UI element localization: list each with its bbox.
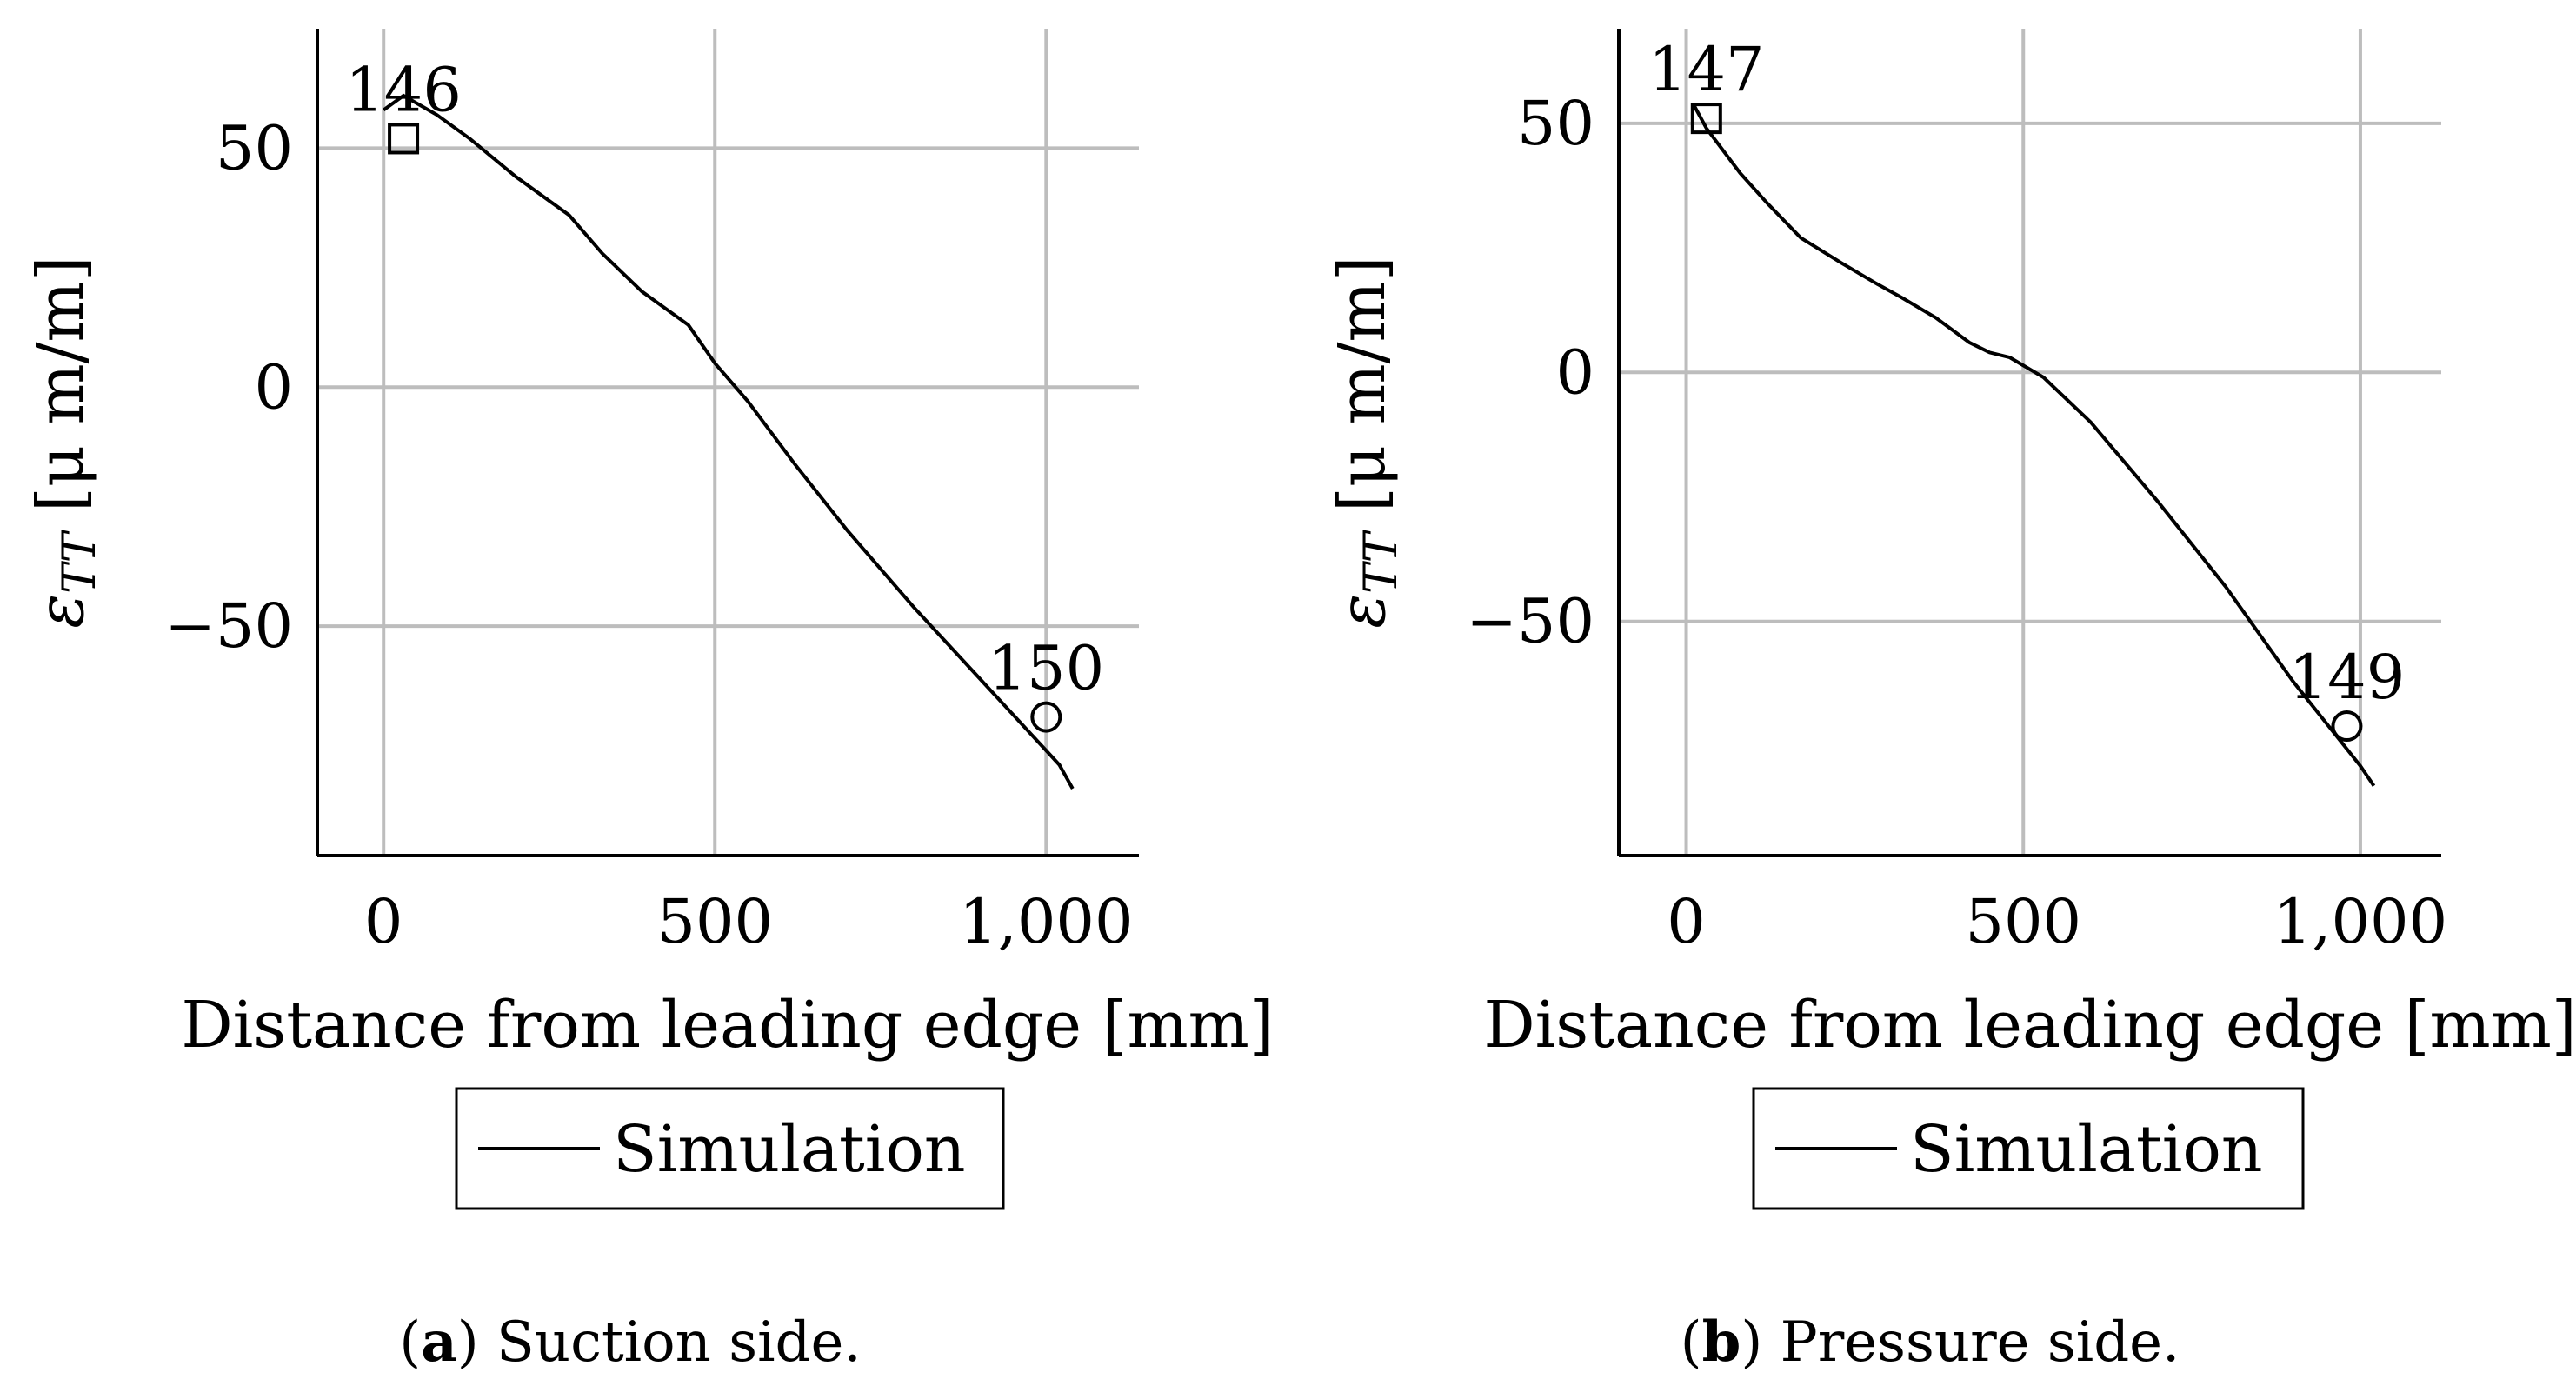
caption-paren-close: )	[457, 1310, 479, 1375]
x-tick-label: 0	[364, 886, 403, 957]
caption-paren-close: )	[1741, 1310, 1762, 1375]
y-axis-label-unit: [μ m/m]	[23, 256, 98, 532]
y-axis-label-symbol: ε	[23, 594, 98, 629]
legend-label: Simulation	[613, 1112, 966, 1187]
data-point-marker-square	[1690, 103, 1722, 135]
data-point-label: 149	[2289, 642, 2406, 713]
series-line-simulation	[1691, 102, 2376, 787]
x-tick-label: 500	[656, 886, 773, 957]
x-tick-label: 1,000	[959, 886, 1133, 957]
y-tick-label: −50	[1466, 586, 1594, 657]
caption-text: Suction side.	[479, 1310, 862, 1375]
x-axis-label: Distance from leading edge [mm]	[181, 988, 1274, 1063]
data-point-marker-circle	[2331, 710, 2363, 743]
y-axis-label: εTT [μ m/m]	[23, 256, 106, 628]
y-axis-label-symbol: ε	[1325, 594, 1400, 629]
y-tick-label: 0	[254, 351, 293, 423]
x-tick-label: 500	[1965, 886, 2081, 957]
data-point-marker-circle	[1030, 701, 1062, 733]
subfigure-caption: (b) Pressure side.	[1681, 1309, 2180, 1375]
x-tick-label: 1,000	[2273, 886, 2447, 957]
caption-paren-open: (	[399, 1310, 421, 1375]
y-axis-label-unit: [μ m/m]	[1325, 256, 1400, 532]
caption-letter: a	[421, 1309, 456, 1375]
y-axis-label: εTT [μ m/m]	[1325, 256, 1408, 628]
caption-text: Pressure side.	[1762, 1310, 2180, 1375]
y-tick-label: 0	[1555, 337, 1594, 408]
y-tick-label: −50	[164, 590, 293, 662]
series-line-simulation	[383, 93, 1075, 790]
chart-panel-b: 0 500 1,000 −50 0 50 Distance from leading edg…	[1325, 29, 2576, 1375]
y-tick-label: 50	[216, 112, 293, 183]
data-point-label: 147	[1648, 34, 1765, 105]
legend-label: Simulation	[1910, 1112, 2263, 1187]
data-point-label: 150	[988, 633, 1105, 704]
chart-panel-a: 0 500 1,000 −50 0 50 Distance from leading edg…	[23, 29, 1275, 1375]
data-point-marker-square	[388, 123, 420, 155]
y-axis-label-subscript: TT	[1355, 530, 1408, 594]
y-tick-label: 50	[1517, 88, 1594, 159]
x-axis-label: Distance from leading edge [mm]	[1483, 988, 2576, 1063]
data-point-label: 146	[345, 54, 462, 125]
caption-letter: b	[1702, 1309, 1741, 1375]
subfigure-caption: (a) Suction side.	[399, 1309, 861, 1375]
caption-paren-open: (	[1681, 1310, 1702, 1375]
y-axis-label-subscript: TT	[54, 530, 106, 594]
x-tick-label: 0	[1667, 886, 1706, 957]
